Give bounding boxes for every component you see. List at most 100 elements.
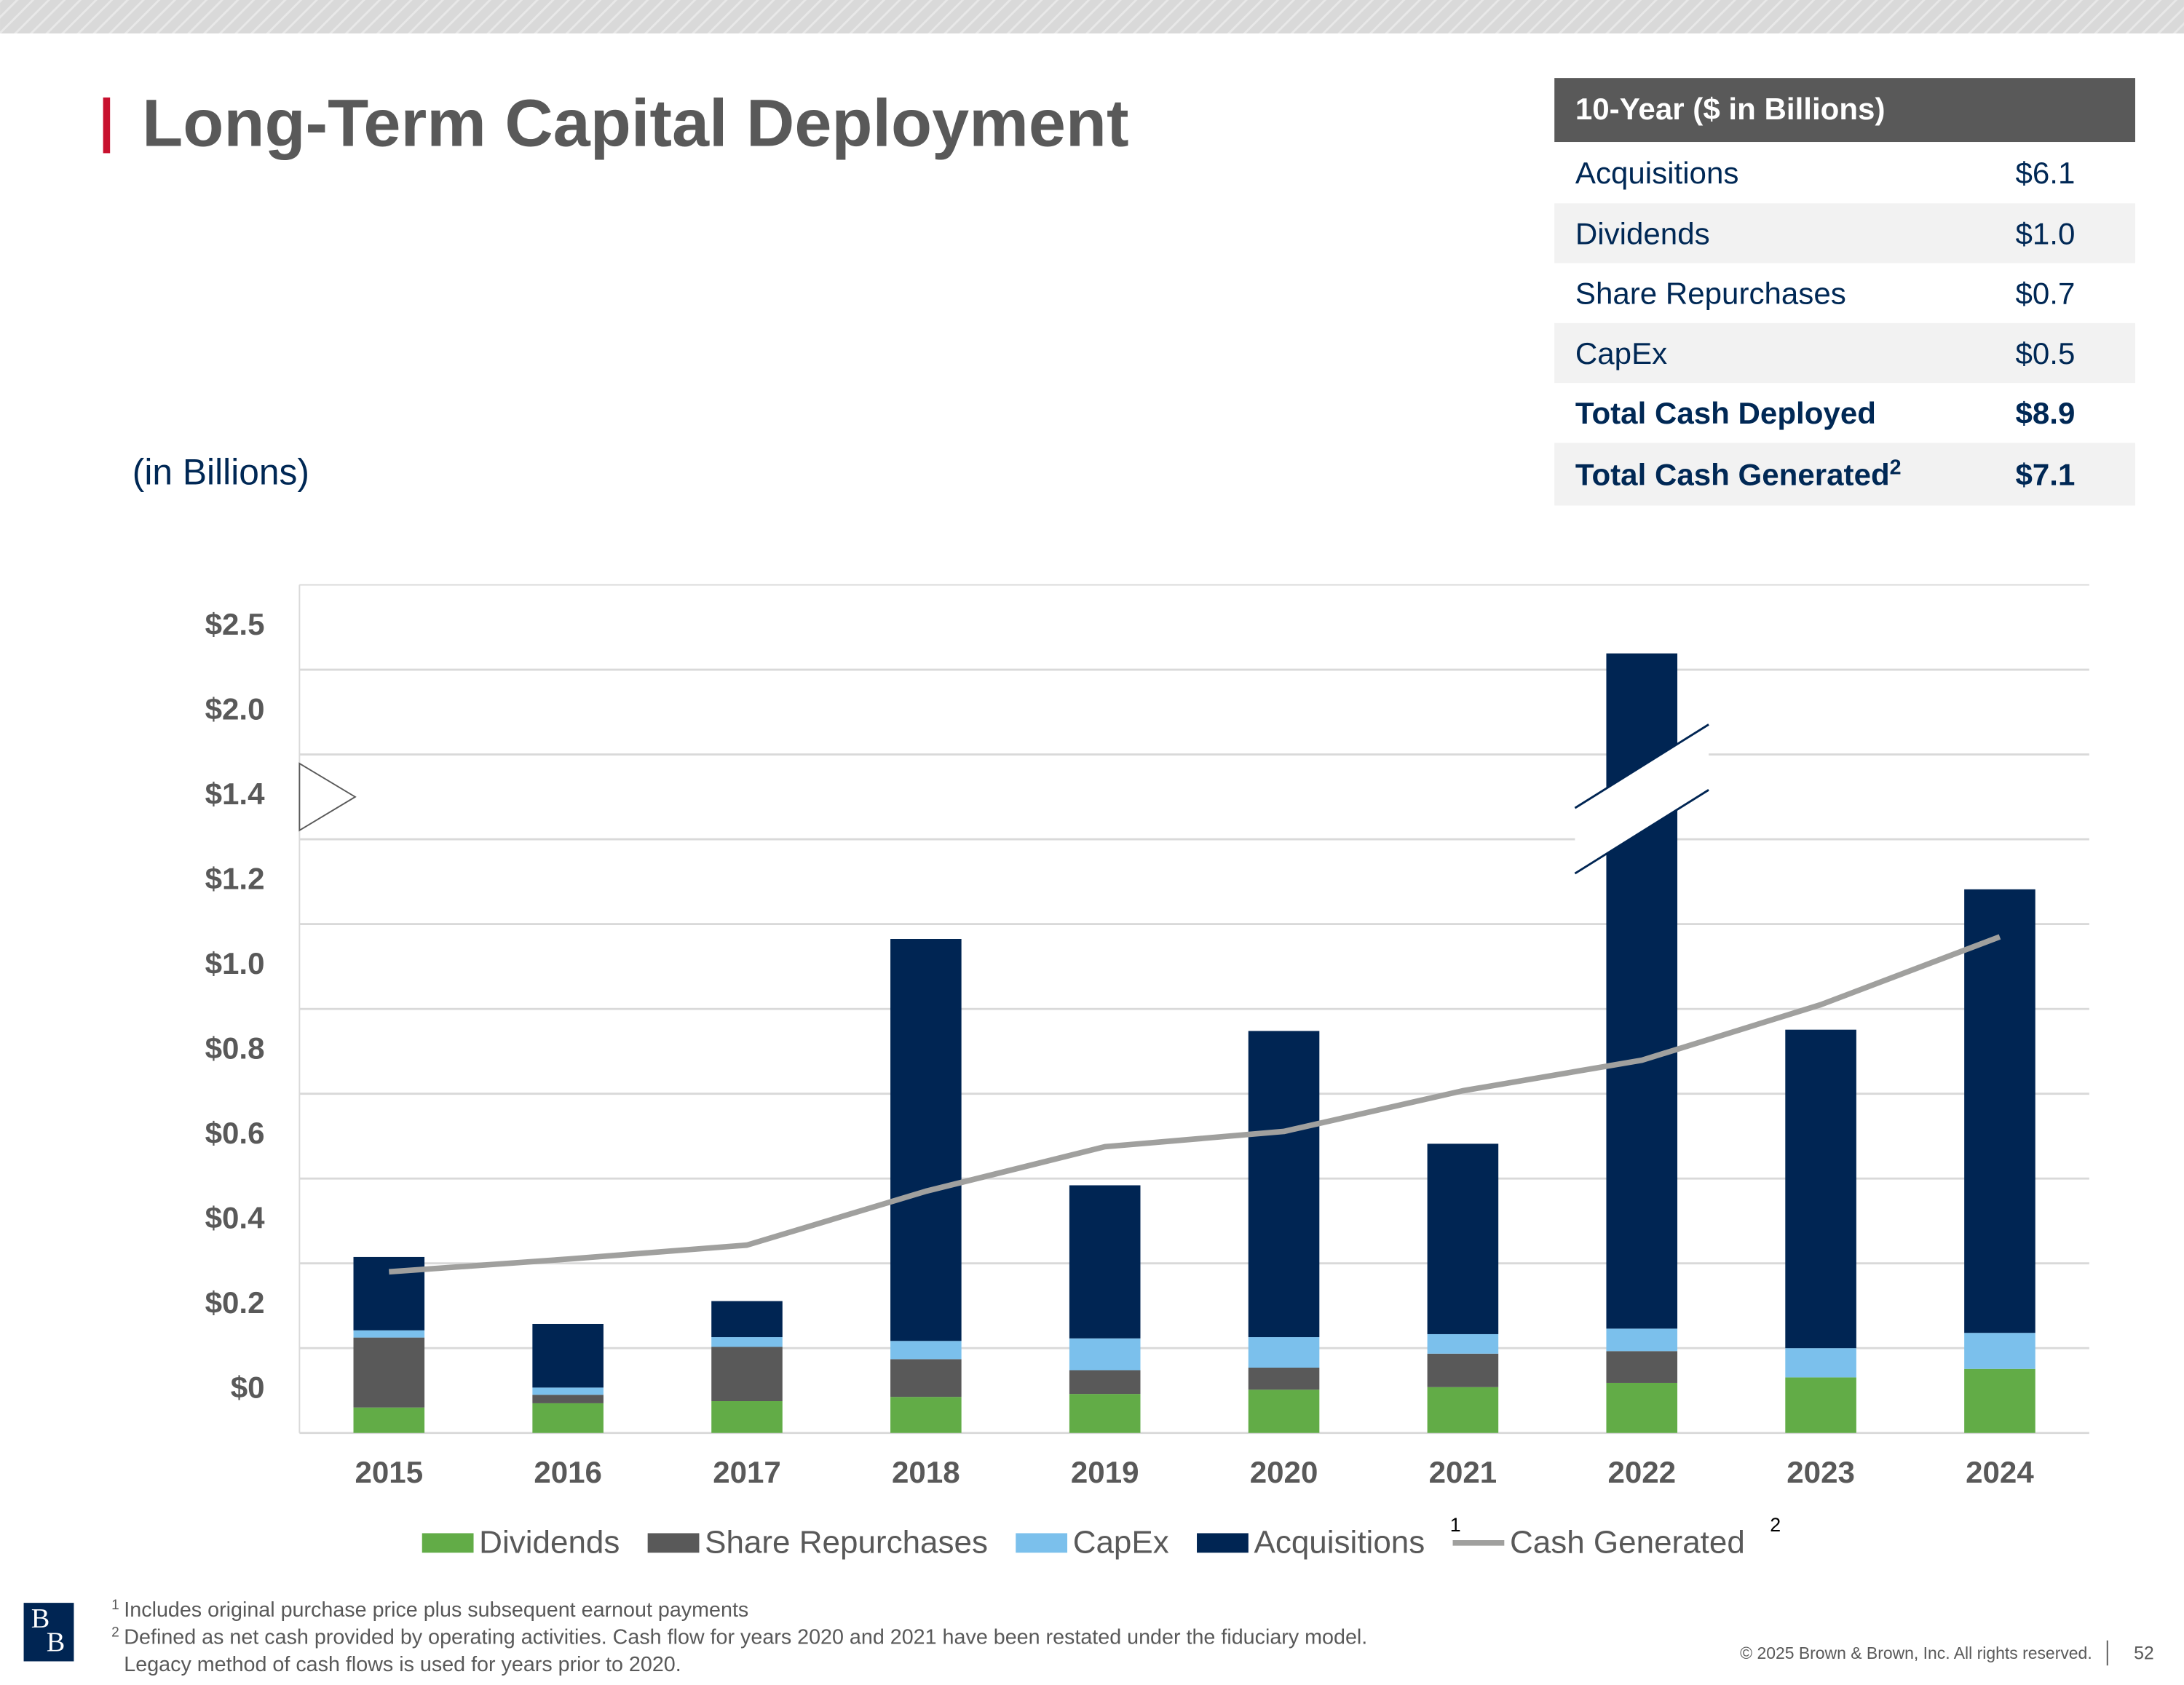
table-row (1554, 322, 2136, 384)
bar-segment (1427, 1333, 1499, 1354)
bar-break-edge (1574, 723, 1709, 809)
legend-swatch (422, 1533, 474, 1553)
bar-segment (1248, 1337, 1320, 1368)
row-label: Total Cash Generated (1575, 457, 1890, 491)
x-tick-label: 2017 (713, 1455, 781, 1489)
table-row (1554, 203, 2136, 263)
bar-break-edge (1574, 789, 1709, 875)
row-value: $6.1 (2015, 156, 2075, 190)
x-tick-label: 2024 (1966, 1455, 2034, 1489)
page-number: 52 (2134, 1643, 2154, 1663)
bar-segment (1964, 889, 2035, 1333)
bar-segment (1964, 1333, 2035, 1369)
row-label: Share Repurchases (1575, 277, 1846, 311)
table-header (1554, 78, 2136, 143)
bar-segment (1785, 1348, 1856, 1378)
bar-segment (1248, 1389, 1320, 1433)
y-tick-label: $1.0 (205, 946, 265, 980)
x-tick-label: 2015 (355, 1455, 423, 1489)
bar-segment (532, 1395, 604, 1403)
legend-note: 1 (1450, 1514, 1461, 1536)
bar-segment (711, 1337, 783, 1347)
bar-segment (532, 1403, 604, 1433)
bar-segment (1606, 1328, 1678, 1352)
legend-swatch (1016, 1533, 1068, 1553)
bar-segment (353, 1330, 425, 1338)
copyright: © 2025 Brown & Brown, Inc. All rights re… (1740, 1644, 2092, 1662)
row-value: $1.0 (2015, 216, 2075, 250)
footnote-line: Legacy method of cash flows is used for … (124, 1653, 681, 1676)
bar-segment (353, 1337, 425, 1408)
x-tick-label: 2019 (1071, 1455, 1139, 1489)
bar-segment (1248, 1031, 1320, 1338)
row-value: $0.7 (2015, 277, 2075, 311)
row-label: CapEx (1575, 336, 1667, 370)
logo (23, 1603, 74, 1662)
axis-break (298, 762, 357, 832)
bar-segment (1785, 1377, 1856, 1433)
footnote-mark: 1 (111, 1598, 119, 1613)
bar-segment (1069, 1185, 1141, 1339)
legend-swatch (647, 1533, 700, 1553)
bar-segment (353, 1407, 425, 1433)
bar-segment (890, 1397, 962, 1433)
x-tick-label: 2018 (892, 1455, 960, 1489)
bar-segment (1069, 1394, 1141, 1433)
bar-segment (711, 1347, 783, 1402)
bar-segment (1785, 1029, 1856, 1349)
bar-break (1575, 724, 1709, 874)
y-tick-label: $1.4 (205, 777, 265, 811)
bar-segment (1069, 1338, 1141, 1371)
row-value: $7.1 (2015, 457, 2075, 491)
y-tick-label: $0.4 (205, 1200, 265, 1234)
unit-note: (in Billions) (132, 452, 309, 493)
bar-segment (1427, 1387, 1499, 1433)
legend-swatch (1197, 1533, 1249, 1553)
y-tick-label: $0 (231, 1371, 265, 1405)
bar-segment (532, 1387, 604, 1395)
legend-label: Dividends (479, 1524, 620, 1560)
bar-segment (1069, 1370, 1141, 1395)
bar-segment (1964, 1368, 2035, 1433)
table-row (1554, 383, 2136, 443)
table-row (1554, 142, 2136, 204)
bar-segment (532, 1323, 604, 1388)
row-label: Dividends (1575, 216, 1710, 250)
x-tick-label: 2023 (1787, 1455, 1855, 1489)
footnote-mark: 2 (111, 1625, 119, 1640)
legend-note: 2 (1770, 1514, 1781, 1536)
logo-letter: B (31, 1603, 50, 1634)
legend-label: Acquisitions (1254, 1524, 1425, 1560)
logo-letter: B (47, 1627, 66, 1657)
footnote-line: Defined as net cash provided by operatin… (124, 1625, 1367, 1649)
top-band (0, 0, 2184, 33)
bar-segment (890, 1359, 962, 1397)
y-tick-label: $0.8 (205, 1031, 265, 1065)
table-row (1554, 263, 2136, 323)
legend-label: Share Repurchases (705, 1524, 988, 1560)
footnote-line: Includes original purchase price plus su… (124, 1598, 748, 1622)
x-tick-label: 2020 (1250, 1455, 1318, 1489)
row-label: Acquisitions (1575, 156, 1739, 190)
row-label: Total Cash Deployed (1575, 396, 1876, 430)
y-tick-label: $1.2 (205, 861, 265, 895)
y-tick-label: $2.0 (205, 691, 265, 726)
y-tick-label: $0.6 (205, 1116, 265, 1150)
row-value: $8.9 (2015, 396, 2075, 430)
legend-label: Cash Generated (1510, 1524, 1745, 1560)
bar-segment (890, 939, 962, 1341)
row-value: $0.5 (2015, 336, 2075, 370)
bar-segment (1606, 1351, 1678, 1383)
legend-label: CapEx (1073, 1524, 1169, 1560)
x-tick-label: 2016 (534, 1455, 602, 1489)
bar-segment (1248, 1367, 1320, 1390)
bar-segment (711, 1301, 783, 1338)
x-tick-label: 2022 (1607, 1455, 1676, 1489)
table-title: 10-Year ($ in Billions) (1575, 92, 1886, 126)
row-note: 2 (1890, 456, 1902, 479)
bar-segment (711, 1401, 783, 1433)
y-tick-label: $2.5 (205, 607, 265, 641)
x-tick-label: 2021 (1429, 1455, 1497, 1489)
